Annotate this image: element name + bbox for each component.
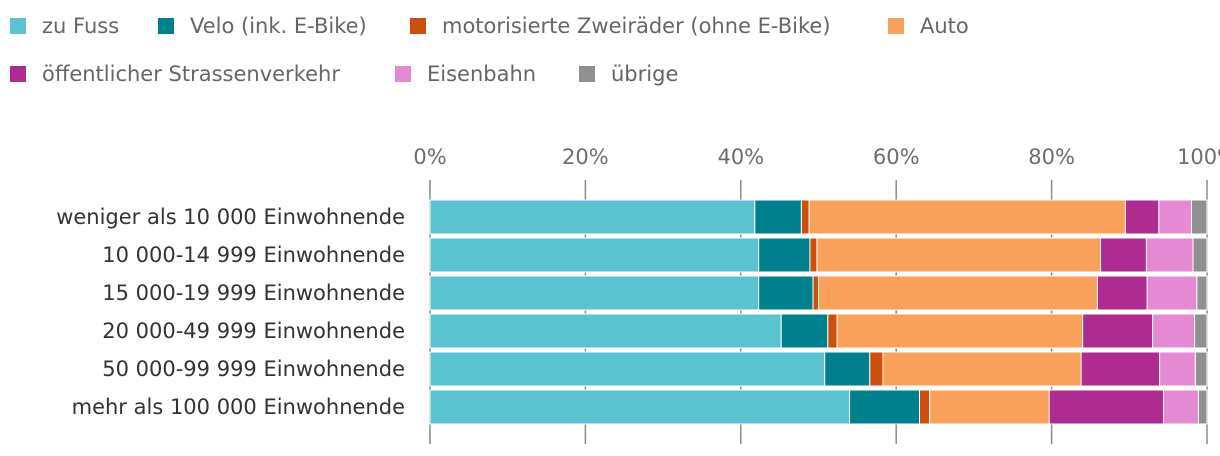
x-tick-label: 60% — [873, 145, 920, 169]
bar-segment[interactable] — [429, 351, 826, 387]
bar-segment[interactable] — [1162, 389, 1199, 425]
bar-segment[interactable] — [1124, 199, 1160, 235]
legend-swatch — [579, 66, 595, 82]
legend-swatch — [10, 66, 26, 82]
bar-segment[interactable] — [1082, 313, 1154, 349]
legend-label: zu Fuss — [42, 14, 120, 38]
bar-segment[interactable] — [882, 351, 1082, 387]
legend-item-eisenbahn[interactable]: Eisenbahn — [395, 50, 536, 98]
category-label: weniger als 10 000 Einwohnende — [56, 205, 405, 229]
bar-segment[interactable] — [849, 389, 921, 425]
category-label: mehr als 100 000 Einwohnende — [72, 395, 405, 419]
bar-segment[interactable] — [758, 275, 814, 311]
bar-segment[interactable] — [824, 351, 871, 387]
bar-segment[interactable] — [1146, 275, 1198, 311]
legend-label: Velo (ink. E-Bike) — [190, 14, 367, 38]
bar-segment[interactable] — [827, 313, 838, 349]
legend-swatch — [410, 18, 426, 34]
bar-segment[interactable] — [1190, 199, 1208, 235]
legend-item-zu-fuss[interactable]: zu Fuss — [10, 2, 119, 50]
x-tick-label: 0% — [413, 145, 446, 169]
bar-segment[interactable] — [812, 275, 819, 311]
bar-segment[interactable] — [809, 237, 818, 273]
legend-label: öffentlicher Strassenverkehr — [42, 62, 340, 86]
x-tick-label: 100% — [1177, 145, 1220, 169]
bar-segment[interactable] — [780, 313, 829, 349]
bars — [429, 199, 1208, 425]
bar-segment[interactable] — [836, 313, 1084, 349]
bar-segment[interactable] — [1048, 389, 1164, 425]
bar-segment[interactable] — [429, 199, 756, 235]
category-label: 10 000-14 999 Einwohnende — [102, 243, 405, 267]
x-tick-label: 80% — [1028, 145, 1075, 169]
bar-segment[interactable] — [1192, 237, 1208, 273]
legend-item-motorisierte-zweiraeder[interactable]: motorisierte Zweiräder (ohne E-Bike) — [410, 2, 831, 50]
legend-item-auto[interactable]: Auto — [888, 2, 969, 50]
legend-swatch — [10, 18, 26, 34]
bar-segment[interactable] — [429, 313, 782, 349]
legend-item-velo[interactable]: Velo (ink. E-Bike) — [158, 2, 367, 50]
bar-segment[interactable] — [919, 389, 931, 425]
bar-segment[interactable] — [1194, 313, 1208, 349]
bar-segment[interactable] — [1100, 237, 1147, 273]
bar-segment[interactable] — [758, 237, 811, 273]
bar-segment[interactable] — [754, 199, 802, 235]
x-tick-labels: 0% 20% 40% 60% 80% 100% — [413, 145, 1220, 169]
bar-segment[interactable] — [929, 389, 1050, 425]
x-tick-label: 20% — [562, 145, 609, 169]
legend-label: motorisierte Zweiräder (ohne E-Bike) — [442, 14, 831, 38]
bar-segment[interactable] — [1080, 351, 1161, 387]
bar-segment[interactable] — [1145, 237, 1194, 273]
bar-segment[interactable] — [429, 389, 851, 425]
category-label: 20 000-49 999 Einwohnende — [102, 319, 405, 343]
legend-label: Eisenbahn — [427, 62, 537, 86]
bar-segment[interactable] — [1197, 389, 1208, 425]
bar-segment[interactable] — [808, 199, 1126, 235]
bar-segment[interactable] — [1159, 351, 1196, 387]
bar-segment[interactable] — [800, 199, 810, 235]
category-label: 50 000-99 999 Einwohnende — [102, 357, 405, 381]
legend-label: übrige — [611, 62, 679, 86]
bar-segment[interactable] — [818, 275, 1098, 311]
legend-item-oeffentlicher-strassenverkehr[interactable]: öffentlicher Strassenverkehr — [10, 50, 340, 98]
legend-label: Auto — [920, 14, 969, 38]
x-tick-label: 40% — [717, 145, 764, 169]
bar-segment[interactable] — [1158, 199, 1192, 235]
legend-swatch — [158, 18, 174, 34]
bar-segment[interactable] — [1096, 275, 1148, 311]
category-label: 15 000-19 999 Einwohnende — [102, 281, 405, 305]
legend-swatch — [395, 66, 411, 82]
bar-segment[interactable] — [816, 237, 1102, 273]
category-labels: weniger als 10 000 Einwohnende 10 000-14 … — [56, 205, 405, 419]
bar-segment[interactable] — [1196, 275, 1208, 311]
bar-segment[interactable] — [429, 275, 760, 311]
bar-segment[interactable] — [429, 237, 760, 273]
legend-swatch — [888, 18, 904, 34]
bar-segment[interactable] — [1152, 313, 1196, 349]
bar-segment[interactable] — [1194, 351, 1208, 387]
legend-item-uebrige[interactable]: übrige — [579, 50, 678, 98]
bar-segment[interactable] — [869, 351, 884, 387]
